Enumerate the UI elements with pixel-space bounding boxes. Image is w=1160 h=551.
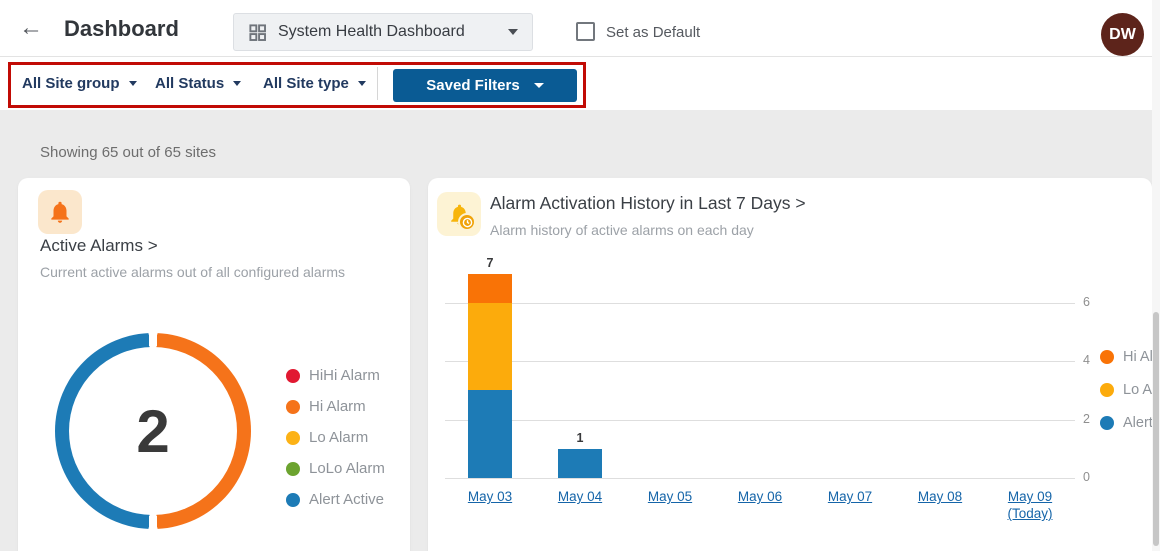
legend-dot-icon (1100, 416, 1114, 430)
legend-label: Lo Alarm (309, 429, 369, 446)
dashboard-selector-label: System Health Dashboard (278, 23, 465, 40)
chevron-down-icon (128, 81, 137, 86)
saved-filters-label: Saved Filters (426, 77, 520, 94)
legend-item: Lo Alarm (1100, 382, 1152, 398)
set-as-default-checkbox[interactable] (576, 22, 595, 41)
legend-label: Hi Alarm (1123, 349, 1152, 365)
alarm-history-bar-chart: 0 2 4 6 7 May 03 1 May 04 May 05 May 06 May 07 May … (428, 178, 1152, 551)
site-group-filter-dropdown[interactable]: All Site group (22, 57, 137, 110)
clock-icon (458, 213, 476, 231)
chevron-down-icon (508, 29, 518, 35)
active-alarms-legend: HiHi Alarm Hi Alarm Lo Alarm LoLo Alarm Aler… (286, 367, 385, 508)
active-alarms-title-link[interactable]: Active Alarms > (40, 236, 158, 255)
dashboard-selector-dropdown[interactable]: System Health Dashboard (233, 13, 533, 51)
legend-dot-icon (286, 399, 300, 414)
x-axis-label-link[interactable]: May 08 (917, 489, 963, 504)
alarm-history-legend: Hi Alarm Lo Alarm Alert Active (1100, 349, 1152, 431)
bar-segment (558, 448, 602, 478)
x-axis-label-link[interactable]: May 04 (557, 489, 603, 504)
legend-label: LoLo Alarm (309, 460, 385, 477)
status-filter-label: All Status (155, 75, 225, 92)
legend-label: Alert Active (1123, 415, 1152, 431)
legend-dot-icon (286, 492, 300, 507)
alarm-history-title-link[interactable]: Alarm Activation History in Last 7 Days … (490, 193, 806, 213)
y-axis-tick-label: 6 (1083, 294, 1090, 309)
set-as-default-label: Set as Default (606, 24, 701, 41)
legend-item: Alert Active (1100, 415, 1152, 431)
x-axis-label-link[interactable]: May 09 (Today) (1007, 489, 1053, 521)
chevron-down-icon (533, 83, 544, 88)
user-avatar[interactable]: DW (1101, 13, 1144, 56)
bar-segment (468, 273, 512, 303)
showing-sites-text: Showing 65 out of 65 sites (40, 144, 216, 161)
y-axis-tick-label: 0 (1083, 470, 1090, 484)
dashboard-grid-icon (248, 23, 267, 42)
active-alarms-count: 2 (136, 397, 170, 465)
legend-dot-icon (1100, 383, 1114, 397)
legend-label: Lo Alarm (1123, 382, 1152, 398)
legend-dot-icon (286, 430, 300, 445)
legend-label: HiHi Alarm (309, 367, 380, 384)
x-axis-label-link[interactable]: May 03 (467, 489, 513, 504)
donut-hole: 2 (69, 347, 237, 515)
legend-label: Hi Alarm (309, 398, 366, 415)
chevron-down-icon (357, 81, 366, 86)
legend-dot-icon (1100, 350, 1114, 364)
gridline (445, 478, 1075, 479)
alarm-history-card: Alarm Activation History in Last 7 Days … (428, 178, 1152, 551)
filter-bar: All Site group All Status All Site type … (0, 57, 1160, 110)
legend-item: HiHi Alarm (286, 367, 385, 384)
bar-value-label: 1 (576, 430, 584, 445)
vertical-scrollbar[interactable] (1152, 0, 1160, 551)
gridline (445, 419, 1075, 421)
site-type-filter-label: All Site type (263, 75, 349, 92)
status-filter-dropdown[interactable]: All Status (155, 57, 242, 110)
bell-icon (38, 190, 82, 234)
legend-dot-icon (286, 368, 300, 383)
bar-segment (468, 390, 512, 478)
x-axis-label-link[interactable]: May 07 (827, 489, 873, 504)
y-axis-tick-label: 2 (1083, 411, 1090, 426)
filter-divider (377, 67, 378, 100)
chevron-down-icon (233, 81, 242, 86)
app-header: ← Dashboard System Health Dashboard Set … (0, 0, 1160, 57)
alarm-history-subtitle: Alarm history of active alarms on each d… (490, 222, 754, 238)
saved-filters-button[interactable]: Saved Filters (393, 69, 577, 102)
y-axis-tick-label: 4 (1083, 353, 1090, 368)
arrow-left-icon: ← (19, 14, 43, 41)
gridline (445, 361, 1075, 363)
active-alarms-donut-chart: 2 (55, 333, 251, 529)
legend-item: Lo Alarm (286, 429, 385, 446)
legend-item: Hi Alarm (1100, 349, 1152, 365)
x-axis-label-link[interactable]: May 06 (737, 489, 783, 504)
legend-dot-icon (286, 461, 300, 476)
active-alarms-card: Active Alarms > Current active alarms ou… (18, 178, 410, 551)
legend-item: Alert Active (286, 491, 385, 508)
active-alarms-subtitle: Current active alarms out of all configu… (40, 264, 346, 280)
legend-label: Alert Active (309, 491, 385, 508)
site-type-filter-dropdown[interactable]: All Site type (263, 57, 366, 110)
bar-segment (468, 302, 512, 391)
back-button[interactable]: ← (16, 13, 46, 43)
scrollbar-thumb[interactable] (1153, 312, 1159, 546)
site-group-filter-label: All Site group (22, 75, 120, 92)
gridline (445, 302, 1075, 304)
legend-item: Hi Alarm (286, 398, 385, 415)
legend-item: LoLo Alarm (286, 460, 385, 477)
page-title: Dashboard (64, 16, 179, 41)
bell-clock-icon (437, 192, 481, 236)
bar-value-label: 7 (486, 255, 494, 270)
x-axis-label-link[interactable]: May 05 (647, 489, 693, 504)
